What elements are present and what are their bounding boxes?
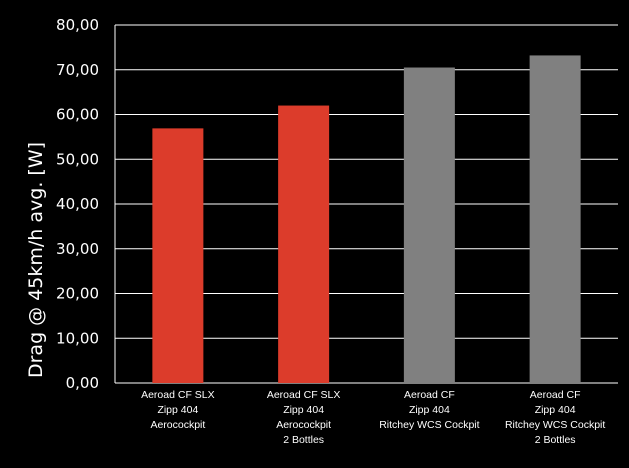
x-tick-label: Ritchey WCS Cockpit bbox=[505, 419, 605, 431]
x-tick-label: Aerocockpit bbox=[150, 419, 205, 431]
x-tick-label: Zipp 404 bbox=[409, 404, 450, 416]
bar bbox=[529, 55, 581, 384]
x-tick-label: Aeroad CF bbox=[530, 389, 581, 401]
x-tick-label: Aeroad CF bbox=[404, 389, 455, 401]
y-tick-label: 10,00 bbox=[56, 329, 99, 347]
x-tick-label: 2 Bottles bbox=[535, 434, 576, 446]
x-tick-label: 2 Bottles bbox=[283, 434, 324, 446]
bar bbox=[278, 105, 330, 384]
y-axis-label: Drag @ 45km/h avg. [W] bbox=[25, 142, 47, 378]
x-tick-label: Zipp 404 bbox=[283, 404, 324, 416]
x-tick-label: Aeroad CF SLX bbox=[267, 389, 341, 401]
y-tick-label: 40,00 bbox=[56, 195, 99, 213]
bar bbox=[403, 67, 455, 383]
y-tick-label: 70,00 bbox=[56, 61, 99, 79]
bars bbox=[152, 55, 581, 384]
y-tick-label: 80,00 bbox=[56, 16, 99, 34]
y-tick-label: 20,00 bbox=[56, 285, 99, 303]
y-axis-ticks: 0,00 10,00 20,00 30,00 40,00 50,00 60,00 70,00 8… bbox=[56, 16, 99, 392]
x-axis-labels: Aeroad CF SLX Zipp 404 Aerocockpit Aeroad C… bbox=[141, 389, 605, 446]
x-tick-label: Zipp 404 bbox=[535, 404, 576, 416]
x-tick-label: Aeroad CF SLX bbox=[141, 389, 215, 401]
x-tick-label: Zipp 404 bbox=[157, 404, 198, 416]
y-tick-label: 50,00 bbox=[56, 150, 99, 168]
y-tick-label: 30,00 bbox=[56, 240, 99, 258]
y-tick-label: 60,00 bbox=[56, 106, 99, 124]
x-tick-label: Ritchey WCS Cockpit bbox=[379, 419, 479, 431]
bar bbox=[152, 128, 204, 383]
x-tick-label: Aerocockpit bbox=[276, 419, 331, 431]
y-tick-label: 0,00 bbox=[66, 374, 99, 392]
